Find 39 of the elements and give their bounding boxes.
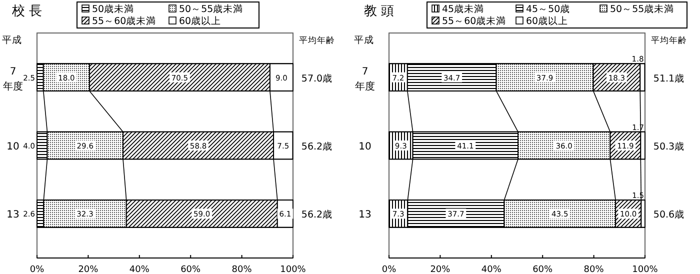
text: 56.2歳 bbox=[301, 140, 333, 152]
y-tick-label: 13 bbox=[358, 210, 372, 221]
legend-label: 50歳未満 bbox=[92, 3, 134, 15]
y-axis-title: 平成 bbox=[354, 34, 374, 46]
text: 51.1歳 bbox=[653, 72, 685, 84]
y-tick-label: 10 bbox=[6, 142, 20, 152]
x-tick-label: 80% bbox=[232, 265, 252, 274]
x-tick-label: 100% bbox=[280, 265, 306, 274]
text: 平均年齢 bbox=[299, 35, 335, 46]
x-tick-label: 60% bbox=[180, 265, 202, 274]
x-tick-label: 0% bbox=[382, 265, 397, 274]
x-tick-label: 80% bbox=[584, 265, 604, 274]
text: 50.6歳 bbox=[653, 208, 685, 221]
y-axis-title: 平成 bbox=[2, 34, 22, 46]
legend-label: 55～60歳未満 bbox=[442, 15, 506, 27]
text: 平均年齢 bbox=[651, 35, 687, 46]
chart-title: 校 長 bbox=[11, 4, 42, 19]
x-tick-label: 60% bbox=[532, 265, 554, 274]
x-tick-label: 0% bbox=[30, 265, 45, 274]
y-tick-label: 7 年度 bbox=[3, 66, 23, 92]
y-tick-label: 13 bbox=[6, 210, 20, 221]
x-tick-label: 20% bbox=[78, 265, 99, 274]
y-tick-label: 7 年度 bbox=[355, 66, 375, 92]
legend-label: 45歳未満 bbox=[442, 3, 484, 15]
legend-label: 60歳以上 bbox=[179, 15, 222, 27]
x-tick-label: 40% bbox=[129, 265, 150, 274]
legend-label: 45～50歳 bbox=[526, 3, 570, 15]
legend-label: 60歳以上 bbox=[526, 15, 568, 27]
text: 50.3歳 bbox=[653, 140, 685, 152]
x-tick-label: 40% bbox=[481, 265, 502, 274]
legend-label: 50～55歳未満 bbox=[179, 3, 244, 15]
y-tick-label: 10 bbox=[358, 142, 372, 152]
legend-label: 55～60歳未満 bbox=[92, 15, 156, 27]
text: 57.0歳 bbox=[301, 72, 333, 84]
legend-label: 50～55歳未満 bbox=[610, 3, 674, 15]
x-tick-label: 20% bbox=[430, 265, 451, 274]
x-tick-label: 100% bbox=[632, 265, 658, 274]
text: 56.2歳 bbox=[301, 208, 333, 221]
chart-title: 教 頭 bbox=[364, 4, 394, 19]
